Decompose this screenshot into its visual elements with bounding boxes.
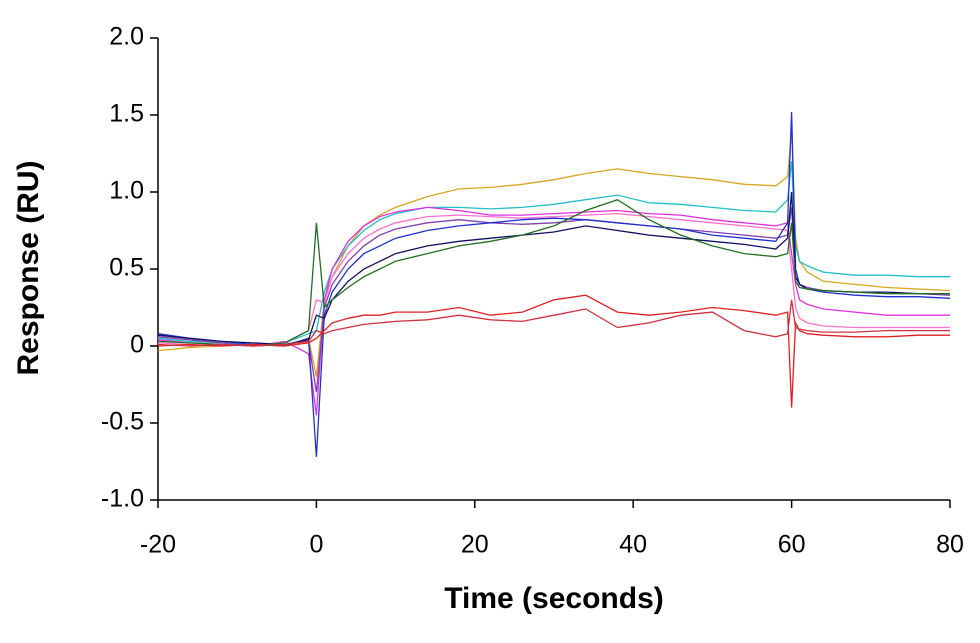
y-tick-label: 2.0 [109,23,144,51]
series-line [157,206,950,416]
x-tick-label: 80 [936,531,964,559]
series-line [157,161,950,346]
y-tick-label: 0.5 [109,254,144,282]
series-line [157,198,950,347]
x-tick-label: -20 [140,531,176,559]
x-tick-label: 60 [778,531,806,559]
x-tick-label: 0 [309,531,323,559]
y-tick-label: 0 [130,331,144,359]
y-tick-label: -0.5 [101,408,144,436]
series-line [157,111,951,457]
series-line [157,299,950,347]
series-line [157,212,950,347]
y-axis-title: Response (RU) [12,160,45,375]
x-tick-label: 20 [461,531,489,559]
y-tick-label: 1.5 [109,100,144,128]
series-line [157,130,951,377]
x-tick-label: 40 [619,531,647,559]
y-tick-label: -1.0 [101,485,144,513]
series-line [157,294,950,408]
y-tick-label: 1.0 [109,177,144,205]
series-line [157,191,950,346]
x-axis-title: Time (seconds) [444,582,664,615]
